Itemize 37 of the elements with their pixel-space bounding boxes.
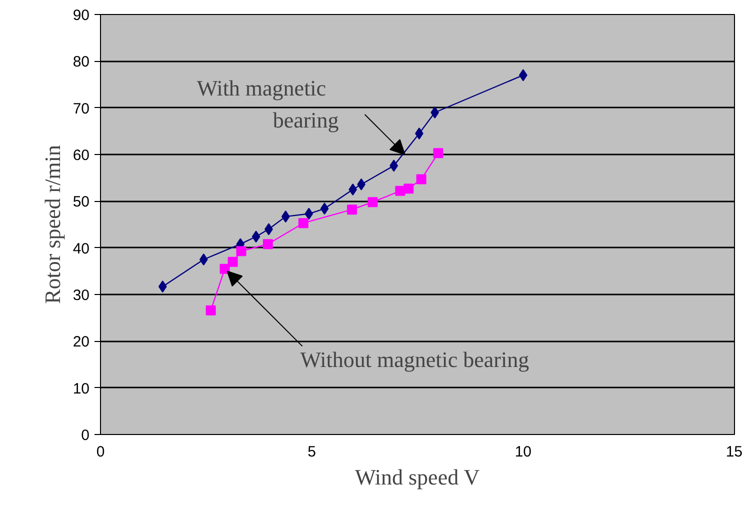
y-tick-label: 60 bbox=[72, 147, 90, 164]
y-tick-label: 80 bbox=[72, 54, 90, 71]
point bbox=[415, 128, 424, 140]
x-axis-title: Wind speed V bbox=[355, 464, 480, 490]
point bbox=[281, 210, 290, 223]
point bbox=[304, 208, 314, 220]
point bbox=[199, 254, 208, 266]
y-tick-label: 90 bbox=[72, 7, 90, 24]
y-tick-label: 70 bbox=[72, 100, 90, 118]
point bbox=[404, 184, 414, 194]
point bbox=[228, 256, 238, 267]
point bbox=[158, 280, 167, 293]
x-tick-label: 15 bbox=[726, 444, 742, 460]
point bbox=[348, 184, 357, 196]
point bbox=[252, 230, 260, 243]
y-tick-label: 20 bbox=[72, 334, 90, 351]
y-tick-label: 40 bbox=[72, 240, 90, 258]
y-tick-label: 10 bbox=[72, 380, 90, 398]
point bbox=[346, 204, 357, 215]
point bbox=[416, 174, 426, 184]
annotation: With magnetic bearing bbox=[196, 76, 339, 132]
point bbox=[430, 106, 439, 118]
y-tick-label: 30 bbox=[72, 287, 90, 304]
x-tick-label: 5 bbox=[308, 444, 316, 460]
point bbox=[320, 202, 329, 215]
point bbox=[433, 148, 444, 158]
point bbox=[262, 239, 273, 250]
x-tick-label: 0 bbox=[96, 444, 105, 460]
y-tick-label: 0 bbox=[81, 427, 90, 444]
point bbox=[206, 305, 216, 316]
point bbox=[236, 246, 246, 256]
y-axis-title: Rotor speed r/min bbox=[40, 145, 65, 304]
annotation: Without magnetic bearing bbox=[300, 347, 530, 372]
x-tick-label: 10 bbox=[514, 444, 532, 460]
point bbox=[368, 197, 378, 208]
y-tick-label: 50 bbox=[72, 194, 90, 211]
point bbox=[298, 218, 308, 228]
